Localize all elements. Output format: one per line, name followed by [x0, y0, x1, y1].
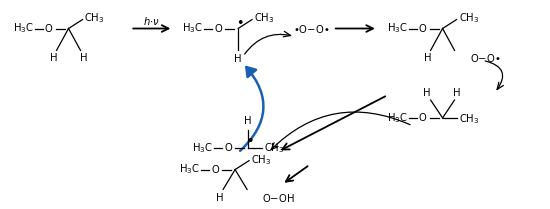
Text: h$\cdot\nu$: h$\cdot\nu$ [143, 15, 160, 27]
Text: O$-$OH: O$-$OH [262, 192, 295, 204]
Text: •: • [236, 17, 244, 30]
Text: O: O [214, 23, 222, 33]
Text: CH$_3$: CH$_3$ [459, 12, 479, 25]
Text: •: • [246, 135, 254, 148]
Text: H$_3$C: H$_3$C [179, 163, 200, 176]
Text: CH$_3$: CH$_3$ [459, 112, 479, 126]
Text: H$_3$C: H$_3$C [13, 22, 34, 35]
Text: H$_3$C: H$_3$C [387, 111, 408, 125]
Text: CH$_3$: CH$_3$ [264, 141, 284, 155]
Text: H: H [244, 116, 252, 126]
Text: O: O [224, 143, 232, 153]
FancyArrowPatch shape [245, 31, 290, 54]
Text: H: H [234, 54, 242, 64]
Text: •O$-$O•: •O$-$O• [293, 23, 329, 34]
Text: CH$_3$: CH$_3$ [254, 12, 274, 25]
Text: H: H [424, 53, 431, 63]
Text: H: H [423, 88, 430, 98]
Text: H$_3$C: H$_3$C [387, 22, 408, 35]
FancyArrowPatch shape [485, 61, 503, 89]
Text: O: O [419, 23, 426, 33]
FancyArrowPatch shape [240, 67, 263, 151]
Text: O: O [211, 164, 219, 175]
Text: O: O [45, 23, 52, 33]
Text: O: O [419, 113, 426, 123]
Text: H: H [216, 193, 224, 203]
Text: CH$_3$: CH$_3$ [251, 153, 272, 167]
Text: CH$_3$: CH$_3$ [85, 12, 105, 25]
Text: H$_3$C: H$_3$C [192, 141, 213, 155]
Text: H: H [80, 53, 87, 63]
Text: H$_3$C: H$_3$C [182, 22, 203, 35]
Text: O$-$O•: O$-$O• [470, 52, 500, 64]
FancyArrowPatch shape [271, 112, 410, 149]
Text: H: H [453, 88, 460, 98]
Text: H: H [50, 53, 57, 63]
